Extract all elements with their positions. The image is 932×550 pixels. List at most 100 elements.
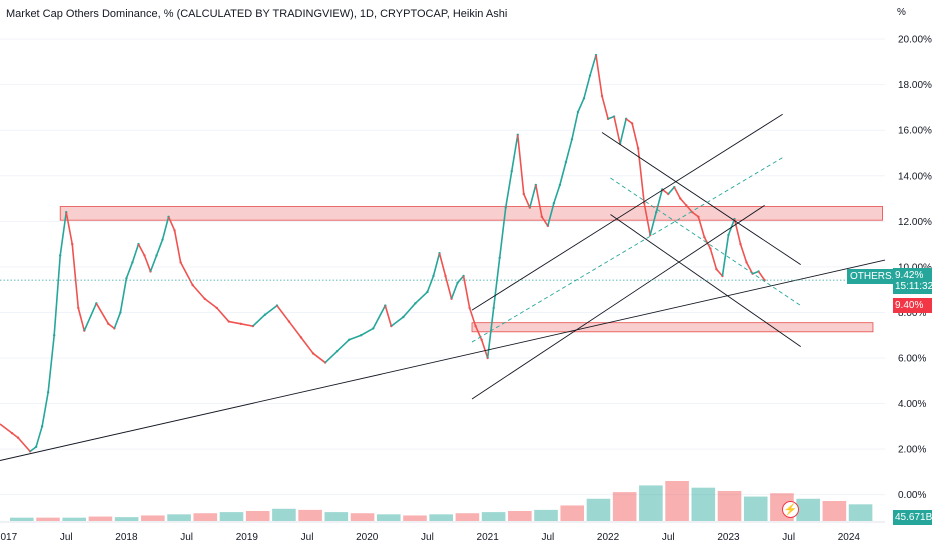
price-segment [444, 275, 453, 299]
down-channel-upper-line [601, 132, 801, 265]
price-segment [204, 298, 218, 309]
price-segment [565, 139, 573, 163]
x-tick-label: Jul [662, 532, 675, 543]
x-tick-label: Jul [421, 532, 434, 543]
price-segment [757, 270, 766, 281]
y-tick-label: 14.00% [898, 171, 932, 182]
price-segment [288, 321, 302, 338]
volume-bar [141, 515, 165, 521]
dashed-mid-line-up [471, 157, 783, 343]
volume-bar [324, 512, 349, 521]
price-segment [390, 316, 404, 327]
y-tick-label: 6.00% [898, 354, 926, 365]
price-segment [137, 243, 146, 256]
volume-value: 45.671B [895, 512, 932, 523]
price-segment [480, 339, 489, 359]
price-segment [95, 302, 110, 325]
price-segment [276, 305, 290, 323]
price-segment [59, 212, 68, 256]
volume-bar [481, 512, 506, 521]
volume-bar [691, 487, 716, 521]
price-segment [414, 291, 428, 304]
resistance-zones [59, 206, 883, 333]
price-segment [450, 282, 459, 300]
price-segment [655, 189, 664, 213]
price-segment [264, 304, 278, 316]
resistance-zone-upper [59, 206, 883, 221]
y-tick-label: 16.00% [898, 126, 932, 137]
price-segment [667, 186, 675, 195]
axis-unit: % [897, 7, 906, 18]
x-tick-label: 2018 [115, 532, 138, 543]
price-segment [143, 255, 152, 272]
price-segment [161, 216, 170, 240]
price-segment [348, 334, 362, 341]
price-series [0, 53, 766, 453]
price-segment [721, 234, 730, 277]
price-segment [685, 204, 693, 213]
volume-bar [167, 514, 191, 521]
price-segment [107, 323, 115, 330]
volume-bar [376, 514, 401, 521]
price-segment [149, 255, 158, 272]
price-segment [432, 253, 441, 277]
price-segment [583, 75, 591, 99]
price-segment [745, 261, 754, 275]
price-segment [77, 307, 86, 331]
volume-bar [245, 511, 270, 521]
volume-bar [62, 517, 87, 521]
price-segment [510, 134, 519, 172]
price-segment [384, 305, 393, 327]
price-segment [324, 350, 338, 364]
dashed-mid-line-down [610, 177, 801, 306]
price-segment [456, 275, 465, 284]
prev-price-value: 9.40% [895, 300, 924, 311]
price-segment [173, 230, 182, 263]
price-segment [228, 320, 241, 325]
price-segment [29, 446, 37, 453]
price-segment [167, 216, 176, 231]
price-segment [216, 307, 230, 323]
x-tick-label: 2019 [236, 532, 259, 543]
volume-bar [219, 512, 244, 521]
last-price-badge: 9.42% 15:11:32 [893, 268, 932, 294]
price-segment [402, 302, 417, 318]
price-segment [155, 239, 164, 256]
price-segment [504, 171, 513, 208]
volume-bars [10, 481, 873, 521]
price-segment [691, 211, 699, 218]
support-zone-lower [471, 322, 874, 333]
symbol-label: OTHERS.D [850, 271, 902, 282]
y-tick-label: 8.00% [898, 308, 926, 319]
price-segment [486, 307, 495, 359]
price-segment [715, 268, 724, 277]
x-tick-label: Jul [782, 532, 795, 543]
price-segment [47, 335, 55, 393]
y-tick-label: 0.00% [898, 490, 926, 501]
volume-bar [796, 498, 820, 521]
x-tick-label: 2022 [597, 532, 620, 543]
price-segment [643, 202, 651, 236]
price-segment [673, 186, 682, 199]
price-segment [559, 161, 567, 186]
price-segment [179, 261, 194, 286]
price-segment [529, 184, 537, 208]
x-axis[interactable]: 2017 Jul 2018 Jul 2019 Jul 2020 Jul 2021 Jul 2022 J… [0, 521, 885, 543]
volume-bar [743, 496, 768, 521]
volume-bar [272, 508, 296, 521]
last-price-value: 9.42% [895, 270, 924, 281]
volume-badge: 45.671B [893, 510, 932, 525]
lightning-icon[interactable]: ⚡ [782, 501, 799, 518]
price-segment [53, 255, 62, 336]
price-segment [372, 305, 387, 329]
price-segment [125, 262, 134, 279]
volume-bar [665, 481, 689, 521]
y-tick-label: 20.00% [898, 35, 932, 46]
y-axis[interactable]: 20.00% 18.00% 16.00% 14.00% 12.00% 10.00% 8.00… [898, 35, 932, 502]
volume-bar [586, 498, 611, 521]
trend-lines [0, 113, 886, 461]
price-segment [595, 54, 603, 97]
price-segment [41, 392, 49, 427]
chart-title: Market Cap Others Dominance, % (CALCULAT… [6, 8, 508, 20]
